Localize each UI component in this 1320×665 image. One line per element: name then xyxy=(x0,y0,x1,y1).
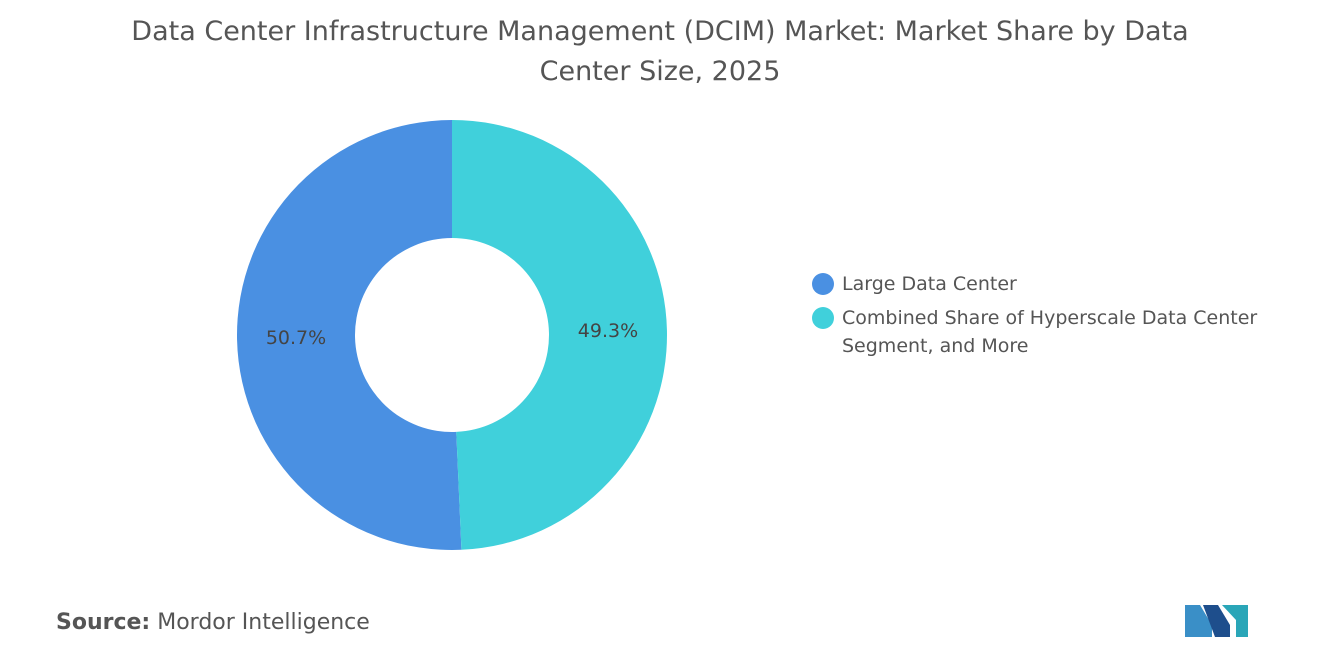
legend-label: Combined Share of Hyperscale Data Center… xyxy=(842,307,1258,357)
chart-title: Data Center Infrastructure Management (D… xyxy=(131,16,1189,87)
legend-item: Large Data Center xyxy=(812,270,1292,298)
legend-swatch xyxy=(812,307,834,329)
data-label: 49.3% xyxy=(578,320,638,342)
source: Source: Mordor Intelligence xyxy=(56,610,370,635)
source-label: Source: xyxy=(56,610,151,635)
legend: Large Data Center Combined Share of Hyper… xyxy=(812,270,1292,366)
legend-swatch xyxy=(812,273,834,295)
donut-slice xyxy=(236,120,462,550)
data-label: 50.7% xyxy=(266,327,326,349)
source-name: Mordor Intelligence xyxy=(157,610,370,635)
legend-label: Large Data Center xyxy=(842,273,1017,295)
legend-item: Combined Share of Hyperscale Data Center… xyxy=(812,304,1292,360)
donut-slice xyxy=(452,120,667,550)
